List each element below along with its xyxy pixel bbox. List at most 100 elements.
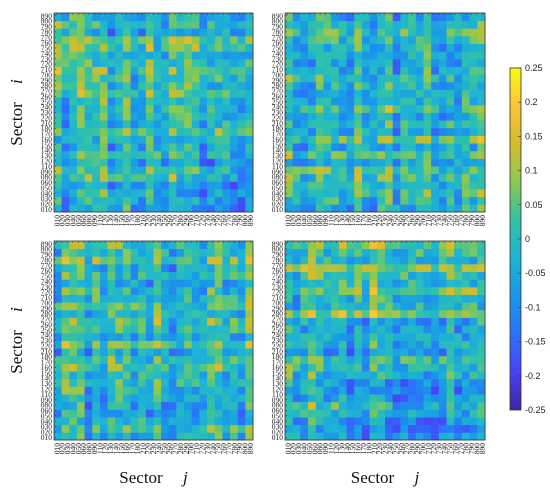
y-tick-label: 160 xyxy=(272,363,284,372)
y-tick-label: 130 xyxy=(41,151,53,160)
heatmap-cell xyxy=(222,97,231,106)
heatmap-cell xyxy=(361,51,371,60)
heatmap-cell xyxy=(392,279,401,288)
heatmap-cell xyxy=(469,279,478,288)
heatmap-cell xyxy=(308,394,317,403)
heatmap-cell xyxy=(292,66,301,75)
heatmap-cell xyxy=(461,20,471,29)
heatmap-cell xyxy=(477,66,486,75)
heatmap-cell xyxy=(145,143,154,152)
heatmap-cell xyxy=(153,286,162,295)
heatmap-cell xyxy=(130,74,139,83)
heatmap-cell xyxy=(176,66,185,75)
heatmap-cell xyxy=(145,401,154,410)
heatmap-cell xyxy=(191,97,200,106)
heatmap-cell xyxy=(423,66,432,75)
heatmap-cell xyxy=(161,309,170,318)
heatmap-cell xyxy=(369,66,378,75)
heatmap-cell xyxy=(168,189,177,198)
heatmap-cell xyxy=(331,112,340,121)
heatmap-cell xyxy=(323,417,332,426)
y-tick-label: 130 xyxy=(272,379,284,388)
heatmap-cell xyxy=(84,143,93,152)
heatmap-cell xyxy=(477,43,486,52)
heatmap-cell xyxy=(161,302,170,311)
heatmap-cell xyxy=(369,127,378,136)
x-tick-label: 890 xyxy=(246,443,255,455)
heatmap-cell xyxy=(469,371,478,380)
heatmap-cell xyxy=(122,104,131,113)
heatmap-cell xyxy=(346,271,355,280)
heatmap-cell xyxy=(176,248,185,257)
heatmap-cell xyxy=(369,196,378,205)
heatmap-cell xyxy=(168,363,177,372)
x-tick-label: 760 xyxy=(451,443,460,455)
x-tick-label: 030 xyxy=(294,215,303,227)
heatmap-cell xyxy=(237,143,246,152)
heatmap-cell xyxy=(184,332,193,341)
heatmap-cell xyxy=(415,204,424,213)
heatmap-cell xyxy=(145,317,154,326)
heatmap-cell xyxy=(300,363,309,372)
heatmap-cell xyxy=(214,355,223,364)
heatmap-cell xyxy=(176,135,185,144)
heatmap-cell xyxy=(346,74,355,83)
heatmap-cell xyxy=(331,386,340,395)
y-tick-label: 060 xyxy=(272,406,284,415)
heatmap-cell xyxy=(153,189,162,198)
heatmap-cell xyxy=(176,74,185,83)
heatmap-cell xyxy=(369,248,378,257)
heatmap-cell xyxy=(122,173,131,182)
heatmap-cell xyxy=(107,143,116,152)
heatmap-cell xyxy=(61,43,70,52)
heatmap-cell xyxy=(315,332,324,341)
y-tick-label: 060 xyxy=(41,406,53,415)
heatmap-cell xyxy=(315,401,324,410)
heatmap-cell xyxy=(300,28,309,37)
heatmap-cell xyxy=(245,74,254,83)
heatmap-cell xyxy=(191,271,200,280)
heatmap-cell xyxy=(431,127,440,136)
heatmap-cell xyxy=(99,104,108,113)
heatmap-cell xyxy=(184,417,193,426)
heatmap-cell xyxy=(438,173,447,182)
heatmap-cell xyxy=(308,143,317,152)
heatmap-cell xyxy=(76,13,86,22)
heatmap-cell xyxy=(191,35,200,45)
heatmap-cell xyxy=(438,58,447,67)
heatmap-cell xyxy=(438,332,447,341)
heatmap-cell xyxy=(168,371,177,380)
y-tick-label: 770 xyxy=(41,261,53,270)
heatmap-cell xyxy=(107,166,116,175)
heatmap-cell xyxy=(76,286,86,295)
heatmap-cell xyxy=(230,424,239,433)
heatmap-cell xyxy=(431,424,440,433)
heatmap-cell xyxy=(369,256,378,265)
heatmap-cell xyxy=(392,432,401,441)
heatmap-cell xyxy=(354,363,363,372)
heatmap-cell xyxy=(469,13,478,22)
x-tick-label: 770 xyxy=(456,215,465,227)
heatmap-cell xyxy=(392,386,401,395)
heatmap-cell xyxy=(300,143,309,152)
heatmap-cell xyxy=(99,248,108,257)
heatmap-cell xyxy=(323,348,332,357)
heatmap-cell xyxy=(138,241,147,250)
heatmap-cell xyxy=(69,66,78,75)
heatmap-cell xyxy=(61,66,70,75)
heatmap-cell xyxy=(300,294,309,303)
heatmap-cell xyxy=(161,143,170,152)
x-tick-label: 700 xyxy=(418,443,427,455)
heatmap-cell xyxy=(338,256,347,265)
heatmap-cell xyxy=(377,20,386,29)
heatmap-cell xyxy=(415,417,424,426)
heatmap-cell xyxy=(400,417,409,426)
heatmap-cell xyxy=(230,279,239,288)
heatmap-cell xyxy=(199,20,208,29)
heatmap-cell xyxy=(61,181,70,190)
heatmap-cell xyxy=(415,286,424,295)
heatmap-cell xyxy=(392,43,401,52)
heatmap-cell xyxy=(377,325,386,334)
x-axis-label: Sector j xyxy=(119,468,188,487)
heatmap-cell xyxy=(469,263,478,273)
